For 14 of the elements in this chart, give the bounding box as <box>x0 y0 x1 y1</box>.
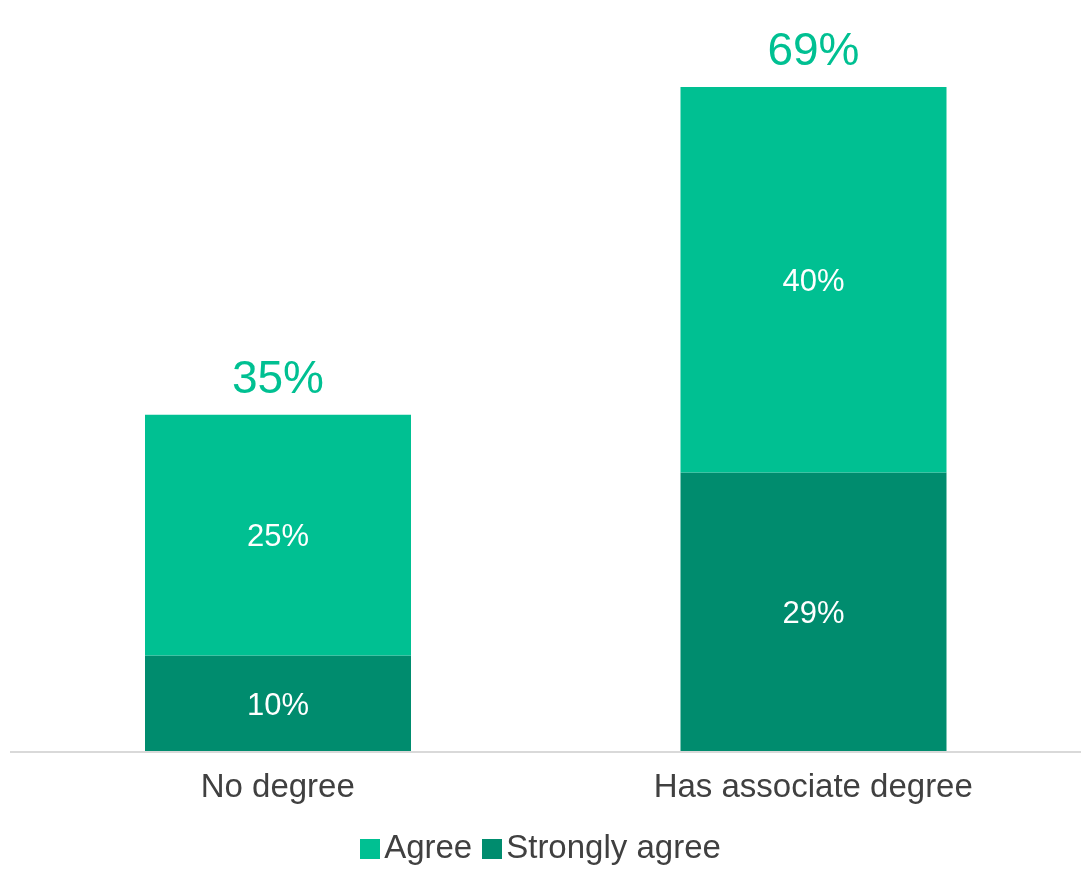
data-label: 25% <box>246 518 310 554</box>
x-tick-label: Has associate degree <box>653 767 973 805</box>
data-label: 10% <box>246 686 310 722</box>
bar <box>680 87 947 473</box>
total-label: 35% <box>231 350 325 403</box>
bar <box>680 472 947 752</box>
data-label: 40% <box>782 262 845 298</box>
data-label: 29% <box>782 595 845 631</box>
total-label: 69% <box>767 23 860 75</box>
bar <box>145 655 411 752</box>
legend-label: Agree <box>384 828 473 865</box>
x-tick-label: No degree <box>200 767 355 805</box>
bar <box>145 414 411 656</box>
legend-label: Strongly agree <box>506 828 721 865</box>
